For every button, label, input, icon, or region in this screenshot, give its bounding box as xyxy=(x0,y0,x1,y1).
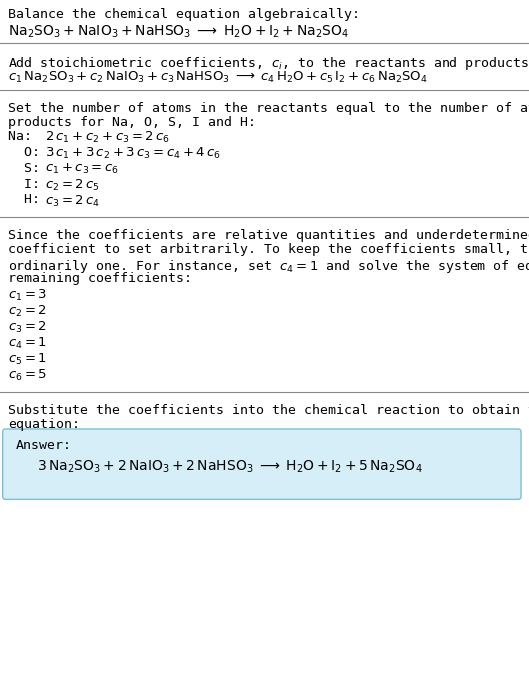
Text: H:: H: xyxy=(8,194,48,206)
Text: Answer:: Answer: xyxy=(16,439,72,452)
Text: I:: I: xyxy=(8,177,48,190)
Text: Substitute the coefficients into the chemical reaction to obtain the balanced: Substitute the coefficients into the che… xyxy=(8,404,529,416)
Text: S:: S: xyxy=(8,161,48,174)
Text: $c_6 = 5$: $c_6 = 5$ xyxy=(8,368,47,383)
Text: $c_1 = 3$: $c_1 = 3$ xyxy=(8,289,47,304)
Text: $\mathrm{Na_2SO_3 + NaIO_3 + NaHSO_3 \;\longrightarrow\; H_2O + I_2 + Na_2SO_4}$: $\mathrm{Na_2SO_3 + NaIO_3 + NaHSO_3 \;\… xyxy=(8,23,349,40)
Text: ordinarily one. For instance, set $c_4 = 1$ and solve the system of equations fo: ordinarily one. For instance, set $c_4 =… xyxy=(8,258,529,275)
Text: $c_5 = 1$: $c_5 = 1$ xyxy=(8,352,47,367)
Text: $c_2 = 2\,c_5$: $c_2 = 2\,c_5$ xyxy=(45,177,99,192)
Text: coefficient to set arbitrarily. To keep the coefficients small, the arbitrary va: coefficient to set arbitrarily. To keep … xyxy=(8,243,529,256)
Text: $3\,c_1 + 3\,c_2 + 3\,c_3 = c_4 + 4\,c_6$: $3\,c_1 + 3\,c_2 + 3\,c_3 = c_4 + 4\,c_6… xyxy=(45,146,221,161)
Text: $c_4 = 1$: $c_4 = 1$ xyxy=(8,336,47,351)
Text: Na:: Na: xyxy=(8,130,40,143)
FancyBboxPatch shape xyxy=(3,429,521,499)
Text: Balance the chemical equation algebraically:: Balance the chemical equation algebraica… xyxy=(8,8,360,21)
Text: products for Na, O, S, I and H:: products for Na, O, S, I and H: xyxy=(8,116,256,129)
Text: $3\,\mathrm{Na_2SO_3} + 2\,\mathrm{NaIO_3} + 2\,\mathrm{NaHSO_3} \;\longrightarr: $3\,\mathrm{Na_2SO_3} + 2\,\mathrm{NaIO_… xyxy=(37,459,423,475)
Text: $c_3 = 2\,c_4$: $c_3 = 2\,c_4$ xyxy=(45,194,100,209)
Text: $c_2 = 2$: $c_2 = 2$ xyxy=(8,304,47,319)
Text: $c_1 + c_3 = c_6$: $c_1 + c_3 = c_6$ xyxy=(45,161,119,176)
Text: $c_1\,\mathrm{Na_2SO_3} + c_2\,\mathrm{NaIO_3} + c_3\,\mathrm{NaHSO_3} \;\longri: $c_1\,\mathrm{Na_2SO_3} + c_2\,\mathrm{N… xyxy=(8,70,428,85)
Text: Since the coefficients are relative quantities and underdetermined, choose a: Since the coefficients are relative quan… xyxy=(8,229,529,243)
Text: Set the number of atoms in the reactants equal to the number of atoms in the: Set the number of atoms in the reactants… xyxy=(8,102,529,115)
Text: O:: O: xyxy=(8,146,48,159)
Text: $c_3 = 2$: $c_3 = 2$ xyxy=(8,320,47,335)
Text: Add stoichiometric coefficients, $c_i$, to the reactants and products:: Add stoichiometric coefficients, $c_i$, … xyxy=(8,56,529,72)
Text: remaining coefficients:: remaining coefficients: xyxy=(8,271,192,284)
Text: $2\,c_1 + c_2 + c_3 = 2\,c_6$: $2\,c_1 + c_2 + c_3 = 2\,c_6$ xyxy=(45,130,170,145)
Text: equation:: equation: xyxy=(8,418,80,431)
